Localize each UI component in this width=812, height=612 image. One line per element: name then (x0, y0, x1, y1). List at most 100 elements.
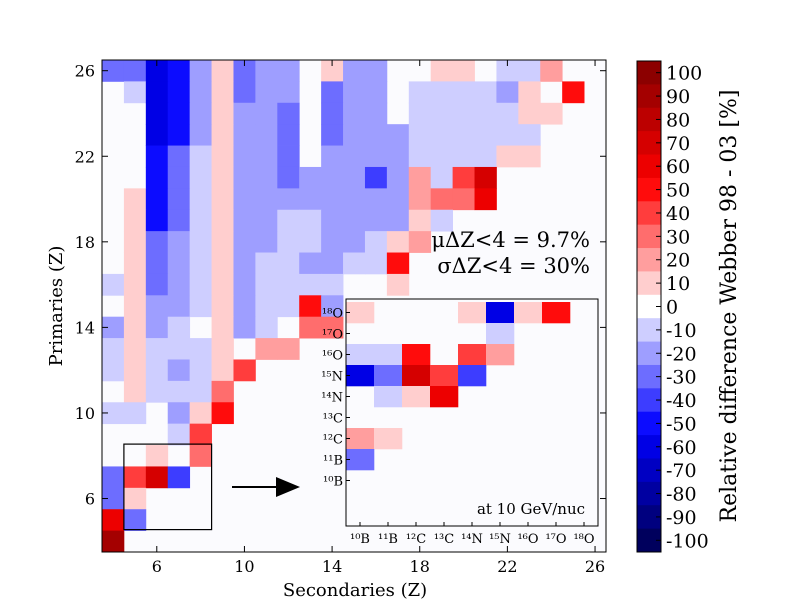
heatmap-cell (496, 60, 519, 82)
heatmap-cell (255, 273, 278, 296)
colorbar-tick-label: 20 (666, 250, 690, 272)
heatmap-cell (102, 487, 125, 510)
heatmap-cell (255, 231, 278, 253)
inset-x-tick-label: ¹⁸O (573, 532, 594, 547)
heatmap-cell (167, 466, 191, 489)
heatmap-cell (386, 124, 410, 146)
heatmap-cell (452, 81, 475, 104)
heatmap-cell (321, 316, 344, 339)
heatmap-cell (277, 252, 300, 275)
heatmap-cell (233, 166, 256, 189)
heatmap-cell (255, 102, 278, 125)
heatmap-cell (430, 81, 454, 104)
inset-cell (458, 365, 487, 387)
heatmap-cell (167, 231, 191, 253)
heatmap-cell (145, 145, 169, 168)
heatmap-cell (233, 188, 256, 211)
heatmap-cell (496, 81, 519, 104)
heatmap-cell (145, 316, 169, 339)
inset-x-tick-label: ¹⁵N (489, 532, 511, 547)
x-tick-label: 26 (585, 557, 605, 576)
colorbar-tick-label: -80 (666, 484, 697, 506)
heatmap-cell (145, 166, 169, 189)
heatmap-cell (145, 124, 169, 146)
heatmap-cell (408, 209, 432, 232)
inset-background (346, 299, 598, 526)
heatmap-cell (167, 166, 191, 189)
heatmap-cell (321, 231, 344, 253)
heatmap-cell (211, 252, 234, 275)
heatmap-cell (211, 295, 234, 318)
heatmap-cell (211, 81, 234, 104)
heatmap-cell (145, 273, 169, 296)
stats-annotation: μΔZ<4 = 9.7% σΔZ<4 = 30% (431, 228, 590, 278)
heatmap-cell (386, 209, 410, 232)
heatmap-cell (255, 166, 278, 189)
heatmap-cell (211, 338, 234, 360)
heatmap-cell (145, 295, 169, 318)
heatmap-cell (167, 402, 191, 425)
y-tick-label: 10 (75, 404, 95, 423)
heatmap-cell (277, 124, 300, 146)
heatmap-cell (496, 145, 519, 168)
heatmap-cell (518, 81, 541, 104)
inset-cell (346, 428, 375, 450)
heatmap-cell (123, 231, 147, 253)
inset-x-tick-label: ¹²C (406, 532, 426, 547)
heatmap-cell (189, 188, 212, 211)
colorbar-bin (637, 154, 661, 179)
colorbar-bin (637, 271, 661, 296)
inset-y-tick-label: ¹³C (323, 412, 343, 427)
main-plot-frame (101, 59, 607, 553)
heatmap-cell (343, 145, 366, 168)
heatmap-cell (343, 209, 366, 232)
heatmap-cell (189, 252, 212, 275)
colorbar-tick-label: -10 (666, 320, 697, 342)
heatmap-cell (102, 402, 125, 425)
inset-cell (374, 365, 403, 387)
colorbar-bin (637, 388, 661, 413)
colorbar-tick-label: -100 (666, 530, 709, 552)
colorbar-bin (637, 294, 661, 319)
heatmap-cell (123, 252, 147, 275)
heatmap-cell (321, 102, 344, 125)
heatmap-cell (233, 273, 256, 296)
heatmap-cell (518, 60, 541, 82)
zoom-arrow-head (276, 477, 300, 497)
heatmap-cell (189, 102, 212, 125)
inset-cell (430, 365, 459, 387)
heatmap-cell (233, 81, 256, 104)
heatmap-cell (145, 359, 169, 382)
heatmap-cell (123, 60, 147, 82)
heatmap-cell (474, 166, 497, 189)
inset-x-tick-label: ¹¹B (378, 532, 398, 547)
heatmap-cell (408, 188, 432, 211)
heatmap-cell (145, 445, 169, 467)
heatmap-cell (189, 166, 212, 189)
heatmap-cell (321, 273, 344, 296)
heatmap-cell (474, 188, 497, 211)
heatmap-cell (474, 81, 497, 104)
y-tick-label: 22 (75, 147, 95, 166)
heatmap-cell (233, 231, 256, 253)
heatmap-cell (343, 81, 366, 104)
x-tick-label: 18 (410, 557, 430, 576)
heatmap-cell (496, 124, 519, 146)
heatmap-cell (211, 124, 234, 146)
heatmap-cell (386, 145, 410, 168)
heatmap-cell (364, 166, 388, 189)
heatmap-cell (474, 124, 497, 146)
heatmap-cell (167, 359, 191, 382)
heatmap-cell (299, 231, 322, 253)
heatmap-cell (167, 124, 191, 146)
heatmap-cell (189, 423, 212, 446)
heatmap-cell (277, 60, 300, 82)
heatmap-cell (233, 102, 256, 125)
inset-cell (486, 344, 515, 366)
heatmap-cell (430, 102, 454, 125)
heatmap-cell (102, 509, 125, 532)
heatmap-cell (211, 231, 234, 253)
inset-cell (346, 365, 375, 387)
colorbar-tick-label: -70 (666, 460, 697, 482)
heatmap-cell (518, 102, 541, 125)
